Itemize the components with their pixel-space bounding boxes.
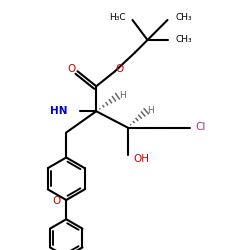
Text: O: O	[68, 64, 76, 74]
Text: H: H	[148, 106, 154, 114]
Text: CH₃: CH₃	[175, 14, 192, 22]
Text: Cl: Cl	[195, 122, 205, 132]
Text: HN: HN	[50, 106, 68, 116]
Text: CH₃: CH₃	[175, 35, 192, 44]
Text: H₃C: H₃C	[109, 13, 126, 22]
Text: O: O	[52, 196, 61, 206]
Text: OH: OH	[133, 154, 149, 164]
Text: H: H	[119, 90, 126, 100]
Text: O: O	[116, 64, 124, 74]
